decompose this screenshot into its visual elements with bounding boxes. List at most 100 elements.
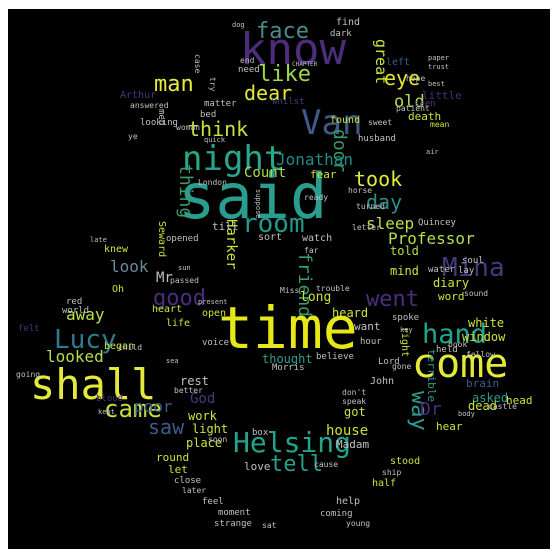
cloud-word: room <box>242 209 305 239</box>
cloud-word: found <box>330 115 361 126</box>
cloud-word: light <box>192 422 229 436</box>
cloud-word: turned <box>356 202 385 211</box>
cloud-word: left <box>386 57 411 68</box>
cloud-word: book <box>448 340 468 349</box>
cloud-word: house <box>326 423 369 439</box>
cloud-word: lay <box>458 266 475 276</box>
cloud-word: soon <box>208 435 228 444</box>
cloud-word: friend <box>294 252 315 318</box>
cloud-word: place <box>186 436 223 450</box>
cloud-word: Professor <box>388 229 475 248</box>
cloud-word: dark <box>330 29 352 39</box>
cloud-word: sweet <box>368 118 393 127</box>
cloud-word: fellow <box>466 350 495 359</box>
cloud-word: heard <box>332 306 369 320</box>
cloud-word: good <box>153 286 206 311</box>
cloud-word: sound <box>464 289 489 298</box>
cloud-word: better <box>174 386 203 395</box>
cloud-word: speak <box>342 397 367 406</box>
cloud-word: find <box>336 17 361 28</box>
cloud-word: God <box>190 391 216 407</box>
cloud-word: hope <box>406 74 426 83</box>
cloud-word: present <box>198 298 228 306</box>
cloud-word: red <box>66 297 83 307</box>
cloud-word: got <box>344 405 366 419</box>
cloud-word: saw <box>148 415 185 439</box>
cloud-word: heart <box>152 304 183 315</box>
cloud-word: felt <box>18 324 40 334</box>
cloud-word: old <box>394 92 425 112</box>
cloud-word: asked <box>472 391 509 405</box>
cloud-word: blood <box>96 394 124 404</box>
cloud-word: stood <box>390 456 421 467</box>
cloud-word: strange <box>214 519 252 529</box>
cloud-word: Miss <box>280 286 300 295</box>
cloud-word: Arthur <box>120 90 157 101</box>
cloud-word: right <box>399 327 410 358</box>
cloud-word: men <box>156 109 166 126</box>
cloud-word: said <box>178 160 328 233</box>
cloud-word: great <box>372 39 390 85</box>
cloud-word: told <box>390 244 419 258</box>
cloud-word: husband <box>358 134 396 144</box>
cloud-word: window <box>462 330 506 344</box>
cloud-word: sat <box>262 521 277 530</box>
cloud-word: way <box>406 391 431 431</box>
cloud-word: come <box>412 341 509 387</box>
cloud-word: dear <box>244 81 293 105</box>
cloud-word: far <box>304 246 319 255</box>
cloud-word: opened <box>166 234 199 244</box>
cloud-word: sleep <box>366 214 415 233</box>
cloud-word: passed <box>170 276 199 285</box>
cloud-word: white <box>468 316 505 330</box>
cloud-word: dog <box>232 21 245 29</box>
cloud-word: brain <box>466 377 500 390</box>
cloud-word: diary <box>433 276 470 290</box>
cloud-word: feel <box>202 497 224 507</box>
cloud-word: Van <box>301 103 363 143</box>
cloud-word: Harker <box>223 219 239 270</box>
cloud-word: castle <box>488 402 517 411</box>
cloud-word: mean <box>430 120 450 129</box>
cloud-word: soul <box>462 256 484 266</box>
cloud-word: head <box>506 394 533 407</box>
cloud-word: let <box>168 463 188 476</box>
cloud-word: ready <box>304 193 329 202</box>
cloud-word: word <box>438 290 465 303</box>
cloud-word: Mina <box>442 253 505 283</box>
cloud-word: London <box>198 178 227 187</box>
cloud-word: day <box>366 190 403 214</box>
cloud-word: voice <box>202 338 230 348</box>
cloud-word: took <box>354 167 403 191</box>
cloud-word: quick <box>204 136 226 144</box>
cloud-word: little <box>422 89 462 102</box>
cloud-word: key <box>400 326 413 334</box>
cloud-word: help <box>336 496 361 507</box>
cloud-word: time <box>218 294 358 362</box>
cloud-word: door <box>329 129 350 173</box>
cloud-word: ye <box>128 132 138 141</box>
cloud-word: Madam <box>336 438 370 451</box>
cloud-word: looking <box>140 118 178 128</box>
cloud-word: Jonathan <box>276 150 354 169</box>
cloud-word: coming <box>320 509 353 519</box>
cloud-word: whilst <box>272 97 305 107</box>
cloud-word: watch <box>302 233 333 244</box>
cloud-word: hour <box>360 337 382 347</box>
cloud-word: trust <box>428 63 450 71</box>
cloud-word: body <box>458 410 475 418</box>
cloud-word: poor <box>134 397 173 416</box>
cloud-word: Lord <box>378 357 400 367</box>
cloud-word: long <box>300 290 332 305</box>
word-cloud-canvas: said time know shall come Van night Hels… <box>8 9 550 549</box>
cloud-word: sun <box>178 264 191 272</box>
cloud-word: air <box>426 148 439 156</box>
cloud-word: round <box>156 451 190 464</box>
cloud-word: patient <box>396 104 430 113</box>
cloud-word: Oh <box>112 284 125 295</box>
cloud-word: suppose <box>254 189 262 219</box>
cloud-word: Dr <box>420 399 442 420</box>
cloud-word: answered <box>130 101 169 110</box>
cloud-word: look <box>110 257 149 276</box>
cloud-word: came <box>104 395 162 423</box>
